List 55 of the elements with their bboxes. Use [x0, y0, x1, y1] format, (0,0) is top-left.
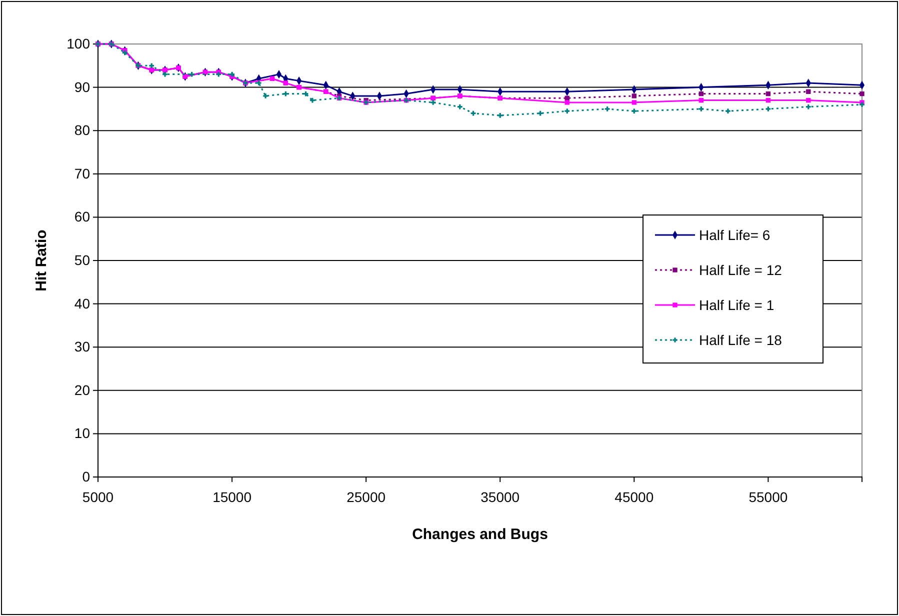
x-axis-title: Changes and Bugs: [412, 526, 548, 543]
point: [698, 98, 704, 103]
point: [564, 100, 570, 105]
point: [216, 72, 222, 77]
y-tick-label: 100: [66, 35, 90, 52]
point: [283, 91, 288, 96]
y-tick-label: 70: [74, 165, 90, 182]
point: [632, 100, 636, 105]
point: [162, 72, 168, 77]
point: [806, 98, 811, 103]
point: [766, 106, 771, 112]
point: [564, 108, 570, 114]
legend-label: Half Life = 1: [699, 297, 774, 313]
point: [766, 91, 771, 96]
point: [860, 102, 864, 108]
point: [230, 72, 234, 77]
y-tick-label: 10: [74, 425, 90, 442]
y-tick-label: 80: [74, 122, 90, 138]
point: [310, 98, 315, 103]
x-tick-label: 25000: [346, 488, 386, 505]
legend-label: Half Life= 6: [699, 227, 770, 243]
y-tick-label: 30: [74, 338, 90, 355]
point: [806, 89, 811, 94]
point: [263, 94, 268, 98]
x-tick-label: 45000: [614, 488, 654, 505]
legend-label: Half Life = 18: [699, 332, 782, 348]
point: [256, 80, 262, 86]
point: [632, 108, 637, 114]
point: [430, 100, 436, 105]
point: [149, 63, 154, 68]
point: [726, 108, 730, 114]
point: [766, 98, 771, 103]
y-tick-label: 40: [74, 295, 90, 312]
point: [457, 104, 462, 110]
point: [632, 94, 636, 98]
y-tick-label: 0: [82, 468, 90, 484]
point: [122, 50, 128, 56]
point: [698, 106, 704, 112]
point: [698, 91, 704, 96]
x-tick-label: 5000: [82, 488, 114, 505]
x-tick-label: 55000: [748, 488, 788, 505]
legend-label: Half Life = 12: [699, 262, 782, 278]
point: [860, 91, 864, 96]
point: [189, 72, 194, 77]
point: [806, 104, 811, 110]
x-tick-label: 15000: [212, 488, 252, 505]
y-tick-label: 60: [74, 208, 90, 225]
y-tick-label: 50: [74, 252, 90, 268]
point: [604, 106, 610, 112]
point: [498, 113, 503, 118]
y-tick-label: 20: [74, 382, 90, 398]
point: [538, 110, 543, 116]
y-tick-label: 90: [74, 78, 90, 95]
x-tick-label: 35000: [480, 488, 520, 505]
y-axis-title: Hit Ratio: [33, 230, 50, 292]
